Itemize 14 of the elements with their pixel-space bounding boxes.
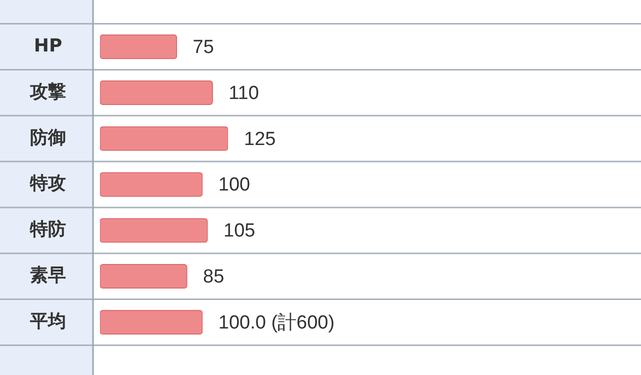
y-tick-label: 攻撃 [29,81,66,102]
data-label: 85 [203,266,224,288]
y-tick-label: 特防 [29,219,66,240]
y-tick-label: 平均 [29,310,66,332]
data-label: 105 [224,220,256,242]
data-label: 75 [192,36,214,58]
y-tick-label: 素早 [30,265,66,286]
y-tick-label: 特攻 [29,173,66,194]
data-label: 125 [244,128,276,150]
y-tick-label: 防御 [30,127,66,148]
data-label: 100.0 (計600) [218,312,335,334]
data-label: 100 [218,174,250,196]
data-label: 110 [228,82,259,104]
y-tick-label: HP [34,35,62,56]
